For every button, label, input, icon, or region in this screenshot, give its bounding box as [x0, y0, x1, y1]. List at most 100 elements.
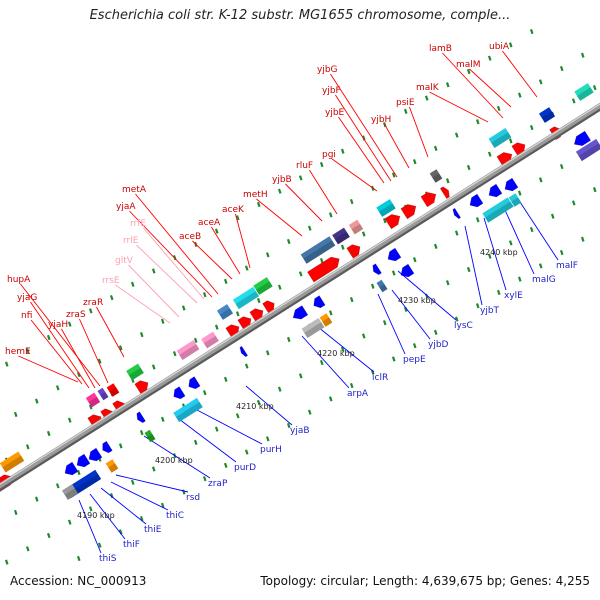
reverse-gene-arrow[interactable] [451, 207, 462, 220]
forward-gene-label[interactable]: yjbE [325, 108, 345, 118]
reverse-gene-label[interactable]: yjaB [290, 426, 310, 436]
forward-gene-label[interactable]: malK [416, 83, 440, 93]
forward-gene-arrow[interactable] [439, 185, 451, 200]
reverse-feature[interactable] [144, 429, 156, 443]
forward-gene-label[interactable]: yjbG [317, 65, 338, 75]
reverse-gene-arrow[interactable] [186, 376, 201, 392]
forward-gene-arrow[interactable] [384, 211, 403, 230]
reverse-gene-label[interactable]: lysC [454, 321, 473, 331]
forward-feature[interactable] [376, 199, 396, 217]
forward-feature[interactable] [0, 451, 25, 473]
forward-feature[interactable] [488, 128, 512, 148]
forward-feature[interactable] [216, 304, 234, 320]
forward-gene-label[interactable]: yjaG [17, 293, 37, 303]
forward-gene-arrow[interactable] [420, 189, 439, 208]
reverse-gene-label[interactable]: purH [260, 445, 282, 455]
forward-gene-label[interactable]: rluF [296, 161, 313, 171]
reverse-gene-arrow[interactable] [486, 183, 503, 200]
forward-gene-label[interactable]: metA [122, 185, 147, 195]
forward-gene-label[interactable]: rrfE [130, 219, 146, 229]
forward-feature[interactable] [232, 286, 260, 310]
reverse-gene-label[interactable]: thiC [166, 511, 184, 521]
reverse-gene-arrow[interactable] [385, 247, 402, 264]
reverse-gene-arrow[interactable] [100, 440, 113, 455]
forward-gene-label[interactable]: yjbH [371, 115, 391, 125]
forward-gene-arrow[interactable] [346, 242, 364, 259]
reverse-feature[interactable] [301, 318, 325, 338]
reverse-gene-label[interactable]: iclR [372, 373, 388, 383]
forward-gene-label[interactable]: pgi [322, 150, 336, 160]
forward-gene-label[interactable]: ubiA [489, 42, 510, 52]
reverse-gene-arrow[interactable] [467, 193, 484, 210]
forward-gene-label[interactable]: aceK [222, 205, 245, 215]
forward-feature[interactable] [97, 387, 109, 401]
reverse-gene-arrow[interactable] [398, 263, 415, 280]
forward-gene-label[interactable]: yjbF [322, 86, 341, 96]
reverse-gene-arrow[interactable] [290, 305, 309, 323]
forward-gene-label[interactable]: malM [456, 60, 481, 70]
forward-gene-label[interactable]: psiE [396, 98, 415, 108]
forward-gene-label[interactable]: zraS [66, 310, 86, 320]
forward-gene-label[interactable]: aceB [179, 232, 201, 242]
forward-gene-label[interactable]: gltV [115, 256, 134, 266]
forward-feature[interactable] [201, 331, 219, 349]
reverse-feature[interactable] [105, 459, 119, 473]
reverse-gene-label[interactable]: yjbT [480, 306, 500, 316]
reverse-gene-label[interactable]: malG [532, 275, 556, 285]
forward-gene-label[interactable]: zraR [83, 298, 103, 308]
forward-gene-arrow[interactable] [307, 254, 342, 283]
reverse-gene-arrow[interactable] [571, 130, 592, 149]
forward-gene-arrow[interactable] [400, 201, 419, 220]
forward-gene-label[interactable]: nfi [21, 311, 32, 321]
reverse-gene-label[interactable]: thiE [144, 525, 162, 535]
reverse-gene-arrow[interactable] [311, 295, 326, 311]
reverse-feature[interactable] [319, 313, 333, 327]
reverse-gene-label[interactable]: arpA [347, 389, 369, 399]
forward-gene-label[interactable]: yjaA [116, 202, 136, 212]
reverse-feature[interactable] [482, 197, 514, 223]
reverse-feature[interactable] [508, 193, 522, 207]
reverse-gene-label[interactable]: xylE [504, 291, 523, 301]
forward-gene-label[interactable]: metH [243, 190, 268, 200]
forward-feature[interactable] [538, 107, 556, 123]
forward-feature[interactable] [176, 340, 200, 360]
forward-feature[interactable] [300, 236, 336, 264]
reverse-gene-arrow[interactable] [238, 345, 249, 358]
reverse-gene-label[interactable]: pepE [403, 355, 426, 365]
reverse-gene-arrow[interactable] [74, 453, 91, 470]
reverse-gene-arrow[interactable] [502, 177, 519, 194]
forward-gene-label[interactable]: yjaH [48, 320, 68, 330]
forward-gene-arrow[interactable] [134, 378, 152, 395]
reverse-gene-arrow[interactable] [62, 461, 79, 478]
forward-gene-label[interactable]: lamB [429, 44, 452, 54]
reverse-gene-arrow[interactable] [371, 263, 382, 277]
reverse-gene-label[interactable]: thiS [99, 554, 117, 564]
forward-gene-label[interactable]: yjbB [272, 175, 292, 185]
forward-gene-label[interactable]: hemE [5, 347, 31, 357]
forward-gene-arrow[interactable] [262, 298, 278, 315]
forward-feature[interactable] [574, 83, 594, 101]
reverse-gene-label[interactable]: rsd [186, 493, 200, 503]
reverse-feature[interactable] [173, 397, 203, 423]
forward-gene-label[interactable]: hupA [7, 275, 31, 285]
forward-feature[interactable] [429, 169, 443, 183]
reverse-gene-label[interactable]: purD [234, 463, 256, 473]
reverse-gene-label[interactable]: malF [556, 261, 578, 271]
reverse-gene-label[interactable]: yjbD [428, 340, 449, 350]
reverse-gene-arrow[interactable] [171, 386, 186, 402]
forward-feature[interactable] [332, 227, 350, 245]
reverse-gene-label[interactable]: zraP [208, 479, 228, 489]
forward-gene-label[interactable]: aceA [198, 218, 221, 228]
forward-feature[interactable] [253, 277, 273, 295]
forward-feature[interactable] [85, 392, 101, 408]
reverse-feature[interactable] [61, 484, 79, 500]
reverse-feature[interactable] [575, 138, 600, 162]
forward-feature[interactable] [106, 383, 120, 397]
reverse-gene-arrow[interactable] [135, 411, 146, 425]
reverse-gene-label[interactable]: thiF [123, 540, 140, 550]
forward-feature[interactable] [348, 219, 364, 235]
reverse-feature[interactable] [376, 279, 388, 293]
forward-feature[interactable] [126, 363, 144, 381]
forward-gene-label[interactable]: rrsE [102, 276, 120, 286]
